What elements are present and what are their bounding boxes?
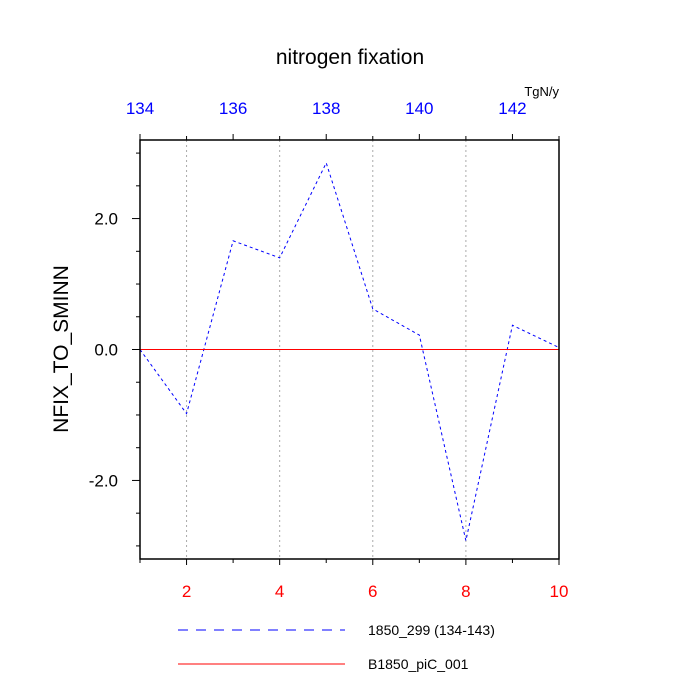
units-label: TgN/y <box>524 84 559 99</box>
y-tick-label: 2.0 <box>94 210 118 229</box>
series-layer <box>139 161 560 541</box>
legend-label-1: 1850_299 (134-143) <box>368 622 495 638</box>
x-tick-label: 6 <box>368 582 377 601</box>
top-tick-label: 140 <box>405 99 433 118</box>
top-tick-label: 138 <box>312 99 340 118</box>
y-axis-label: NFIX_TO_SMINN <box>50 265 73 433</box>
x-tick-label: 4 <box>275 582 284 601</box>
chart-title: nitrogen fixation <box>276 46 424 69</box>
tick-layer: 2 4 6 8 10 134 136 138 140 142 2.0 0.0 -2.0 <box>89 99 569 601</box>
x-tick-label: 2 <box>182 582 191 601</box>
x-tick-label: 10 <box>550 582 569 601</box>
top-tick-label: 134 <box>126 99 154 118</box>
x-tick-label: 8 <box>461 582 470 601</box>
y-tick-label: -2.0 <box>89 471 118 490</box>
y-tick-label: 0.0 <box>94 341 118 360</box>
legend: 1850_299 (134-143) B1850_piC_001 <box>178 622 495 672</box>
top-tick-label: 136 <box>219 99 247 118</box>
series-line-1 <box>139 161 560 541</box>
legend-label-2: B1850_piC_001 <box>368 656 469 672</box>
top-tick-label: 142 <box>498 99 526 118</box>
